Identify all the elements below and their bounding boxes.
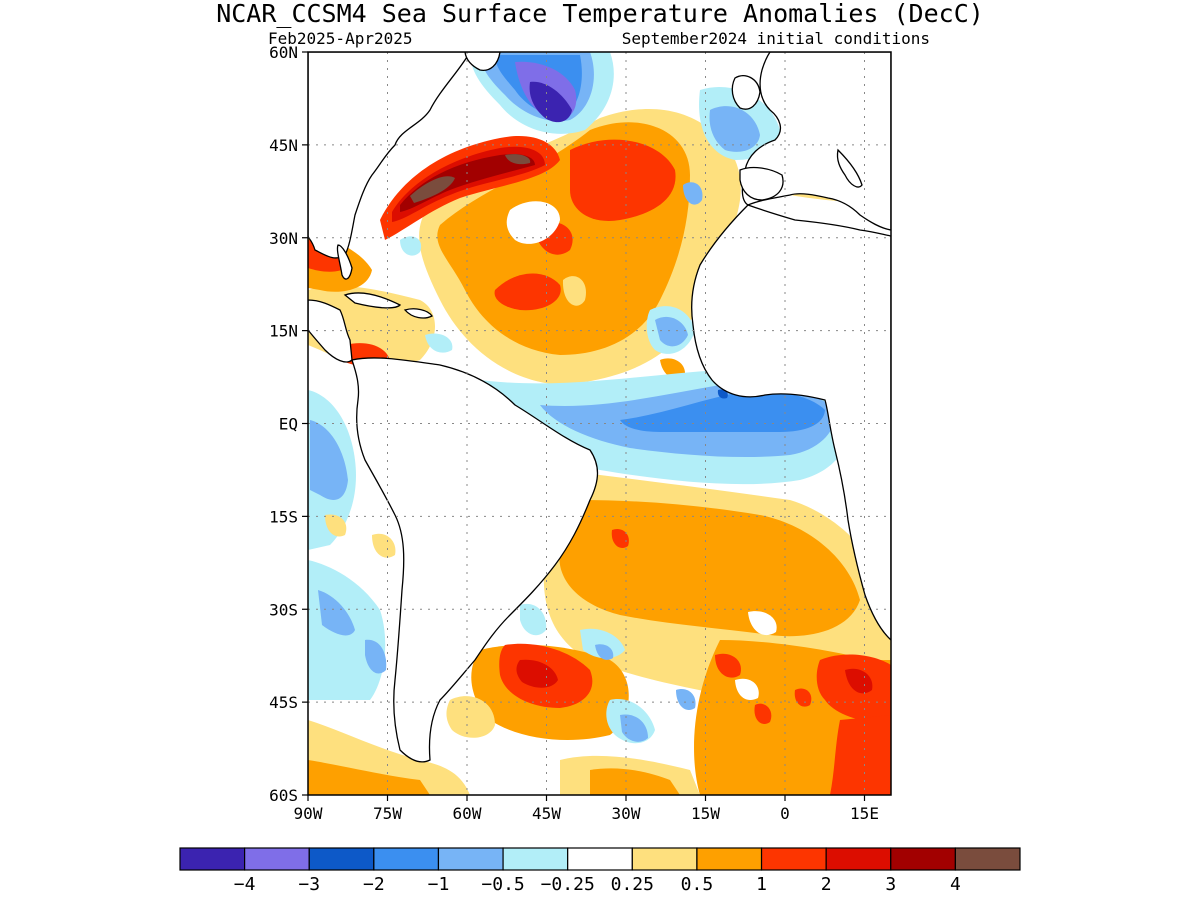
colorbar-swatch: [437, 847, 504, 871]
italy-land: [836, 148, 863, 188]
cuba-island: [343, 292, 402, 309]
forecast-period: Feb2025-Apr2025: [268, 29, 413, 48]
lat-tick-label: 45S: [269, 693, 298, 712]
lat-tick-label: EQ: [279, 415, 298, 434]
lon-tick-label: 75W: [373, 804, 402, 823]
lat-tick-label: 60N: [269, 43, 298, 62]
colorbar-label: −0.5: [481, 874, 524, 895]
colorbar-swatch: [760, 847, 827, 871]
florida-land: [336, 244, 353, 280]
colorbar-swatch: [567, 847, 633, 871]
lon-tick-label: 30W: [612, 804, 641, 823]
hispaniola-island: [403, 308, 433, 319]
colorbar-label: −2: [363, 874, 385, 895]
lon-tick-label: 15W: [691, 804, 720, 823]
lat-tick-label: 45N: [269, 136, 298, 155]
sst-anomaly-fields: [308, 52, 891, 795]
lat-tick-label: 15N: [269, 322, 298, 341]
colorbar-swatch: [244, 847, 310, 871]
colorbar-label: 2: [821, 874, 832, 895]
lat-tick-label: 15S: [269, 507, 298, 526]
lon-tick-label: 90W: [294, 804, 323, 823]
lat-tick-label: 30S: [269, 600, 298, 619]
colorbar-label: −1: [428, 874, 450, 895]
colorbar-label: 0.25: [611, 874, 654, 895]
colorbar-label: −4: [234, 874, 256, 895]
colorbar-legend: −4 −3 −2 −1 −0.5 −0.25 0.25 0.5 1 2 3 4: [179, 847, 1021, 895]
colorbar-swatch: [954, 847, 1021, 871]
colorbar-swatch: [373, 847, 440, 871]
graticule: [308, 52, 891, 795]
land-masses: [308, 52, 891, 763]
longitude-axis: 90W 75W 60W 45W 30W 15W 0 15E: [294, 795, 879, 823]
initial-conditions: September2024 initial conditions: [622, 29, 930, 48]
iberian-peninsula: [739, 166, 784, 201]
colorbar-swatch: [308, 847, 375, 871]
lon-tick-label: 45W: [532, 804, 561, 823]
colorbar-swatch: [890, 847, 956, 871]
lat-tick-label: 30N: [269, 229, 298, 248]
lon-tick-label: 0: [780, 804, 790, 823]
colorbar-swatch: [179, 847, 246, 871]
british-isles: [731, 75, 761, 110]
colorbar-swatch: [696, 847, 763, 871]
figure-title: NCAR_CCSM4 Sea Surface Temperature Anoma…: [216, 0, 984, 28]
greenland-land: [464, 52, 501, 71]
sst-anomaly-map: [308, 52, 891, 795]
lon-tick-label: 60W: [453, 804, 482, 823]
north-america-land: [308, 52, 471, 259]
colorbar-label: 0.5: [681, 874, 714, 895]
colorbar-label: 3: [885, 874, 896, 895]
colorbar-swatch: [631, 847, 698, 871]
lat-tick-label: 60S: [269, 786, 298, 805]
lon-tick-label: 15E: [850, 804, 879, 823]
latitude-axis: 60N 45N 30N 15N EQ 15S 30S 45S 60S: [269, 43, 308, 805]
colorbar-label: 4: [950, 874, 961, 895]
africa-land: [691, 204, 891, 641]
colorbar-label: 1: [756, 874, 767, 895]
south-america-land: [351, 357, 599, 763]
colorbar-label: −0.25: [541, 874, 595, 895]
colorbar-swatch: [502, 847, 569, 871]
colorbar-label: −3: [298, 874, 320, 895]
colorbar-swatch: [825, 847, 892, 871]
